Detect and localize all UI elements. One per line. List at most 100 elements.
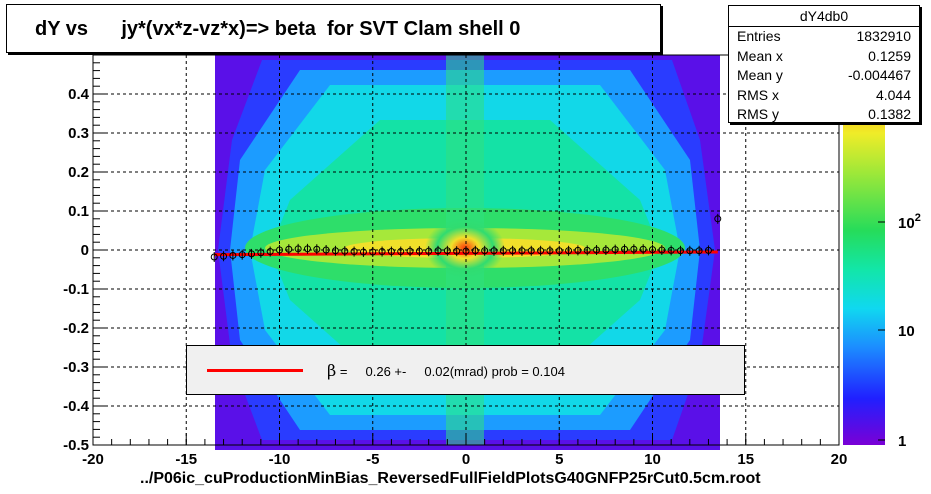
stats-row: RMS x 4.044 <box>729 86 919 106</box>
source-file-label: ../P06ic_cuProductionMinBias_ReversedFul… <box>140 470 761 487</box>
profile-marker <box>658 246 666 254</box>
profile-marker <box>471 247 479 255</box>
profile-marker <box>406 247 414 255</box>
profile-marker <box>341 247 349 255</box>
x-tick-label: -20 <box>82 451 104 468</box>
y-tick-label: -0.2 <box>63 320 89 337</box>
profile-marker <box>565 247 573 255</box>
z-tick-label: 102 <box>898 212 921 232</box>
axis-ticks <box>92 54 840 446</box>
stats-label: RMS y <box>737 106 779 122</box>
profile-marker <box>602 246 610 254</box>
profile-marker <box>714 215 722 223</box>
profile-marker <box>443 247 451 255</box>
stats-name: dY4db0 <box>729 6 919 27</box>
legend-text: β = 0.26 +- 0.02(mrad) prob = 0.104 <box>327 361 565 380</box>
chart-title: dY vs jy*(vx*z-vz*x)=> beta for SVT Clam… <box>6 4 661 53</box>
x-tick-label: 5 <box>555 451 563 468</box>
fit-legend: β = 0.26 +- 0.02(mrad) prob = 0.104 <box>186 345 745 395</box>
profile-marker <box>639 245 647 253</box>
x-tick-label: 15 <box>737 451 754 468</box>
profile-marker <box>313 245 321 253</box>
profile-marker <box>248 250 256 258</box>
stats-value: 0.1259 <box>868 47 911 64</box>
stats-row: Entries 1832910 <box>729 27 919 47</box>
profile-marker <box>369 248 377 256</box>
stats-row: Mean y -0.004467 <box>729 66 919 86</box>
profile-marker <box>630 245 638 253</box>
profile-marker <box>518 247 526 255</box>
profile-marker <box>303 245 311 253</box>
fit-result: = 0.26 +- 0.02(mrad) prob = 0.104 <box>336 364 565 379</box>
y-tick-label: -0.5 <box>63 437 89 454</box>
stats-label: Entries <box>737 28 781 44</box>
y-tick-label: 0.4 <box>68 86 90 103</box>
x-tick-label: 10 <box>644 451 661 468</box>
stats-box: dY4db0 Entries 1832910 Mean x 0.1259 Mea… <box>728 5 920 123</box>
profile-marker <box>322 246 330 254</box>
profile-marker <box>583 246 591 254</box>
profile-marker <box>509 247 517 255</box>
stats-value: -0.004467 <box>847 67 911 83</box>
y-tick-label: 0.2 <box>68 164 89 181</box>
profile-marker <box>238 251 246 259</box>
y-tick-label: -0.4 <box>63 398 90 415</box>
profile-marker <box>499 247 507 255</box>
legend-line-swatch <box>207 369 303 372</box>
profile-marker <box>266 248 274 256</box>
z-tick-label: 1 <box>898 433 906 450</box>
profile-marker <box>359 248 367 256</box>
profile-marker <box>621 245 629 253</box>
profile-marker <box>649 246 656 254</box>
x-tick-label: 0 <box>462 451 470 468</box>
profile-marker <box>462 247 470 255</box>
profile-marker <box>285 245 293 253</box>
x-tick-label: -10 <box>269 451 291 468</box>
profile-marker <box>257 249 265 257</box>
beta-symbol: β <box>327 361 337 380</box>
profile-marker <box>425 247 433 255</box>
stats-label: Mean y <box>737 67 783 83</box>
profile-marker <box>331 247 339 255</box>
profile-marker <box>220 252 228 260</box>
profile-marker <box>593 246 601 254</box>
profile-marker <box>574 246 582 254</box>
stats-value: 4.044 <box>875 86 911 103</box>
profile-marker <box>415 247 423 255</box>
stats-label: RMS x <box>737 86 779 103</box>
profile-marker <box>481 247 489 255</box>
profile-marker <box>667 246 675 254</box>
stats-label: Mean x <box>737 47 783 64</box>
profile-marker <box>704 246 712 254</box>
stats-value: 1832910 <box>856 28 911 44</box>
profile-marker <box>229 251 237 259</box>
x-tick-label: -15 <box>175 451 197 468</box>
profile-marker <box>434 247 442 255</box>
stats-row: Mean x 0.1259 <box>729 47 919 67</box>
profile-marker <box>378 248 386 256</box>
y-tick-label: 0 <box>81 242 89 259</box>
stats-value: 0.1382 <box>868 106 911 122</box>
y-tick-label: -0.1 <box>63 281 89 298</box>
profile-marker <box>387 248 395 256</box>
profile-marker <box>350 248 358 256</box>
y-tick-label: 0.1 <box>68 203 89 220</box>
profile-marker <box>676 247 684 255</box>
profile-marker <box>210 253 218 261</box>
y-tick-label: 0.3 <box>68 125 89 142</box>
profile-marker <box>695 247 703 255</box>
profile-marker <box>537 247 545 255</box>
z-tick-exponent: 2 <box>915 212 921 224</box>
profile-marker <box>453 247 461 255</box>
x-tick-label: -5 <box>366 451 379 468</box>
profile-marker <box>294 245 302 253</box>
z-tick-label: 10 <box>898 323 915 340</box>
profile-marker <box>276 246 283 254</box>
y-tick-labels: -0.5 -0.4 -0.3 -0.2 -0.1 0 0.1 0.2 0.3 0.4 <box>63 86 90 454</box>
stats-row: RMS y 0.1382 <box>729 105 919 125</box>
y-tick-label: -0.3 <box>63 359 89 376</box>
profile-marker <box>686 247 694 255</box>
x-tick-label: 20 <box>831 451 848 468</box>
profile-marker <box>527 247 535 255</box>
x-tick-labels: -20 -15 -10 -5 0 5 10 15 20 <box>82 451 847 468</box>
